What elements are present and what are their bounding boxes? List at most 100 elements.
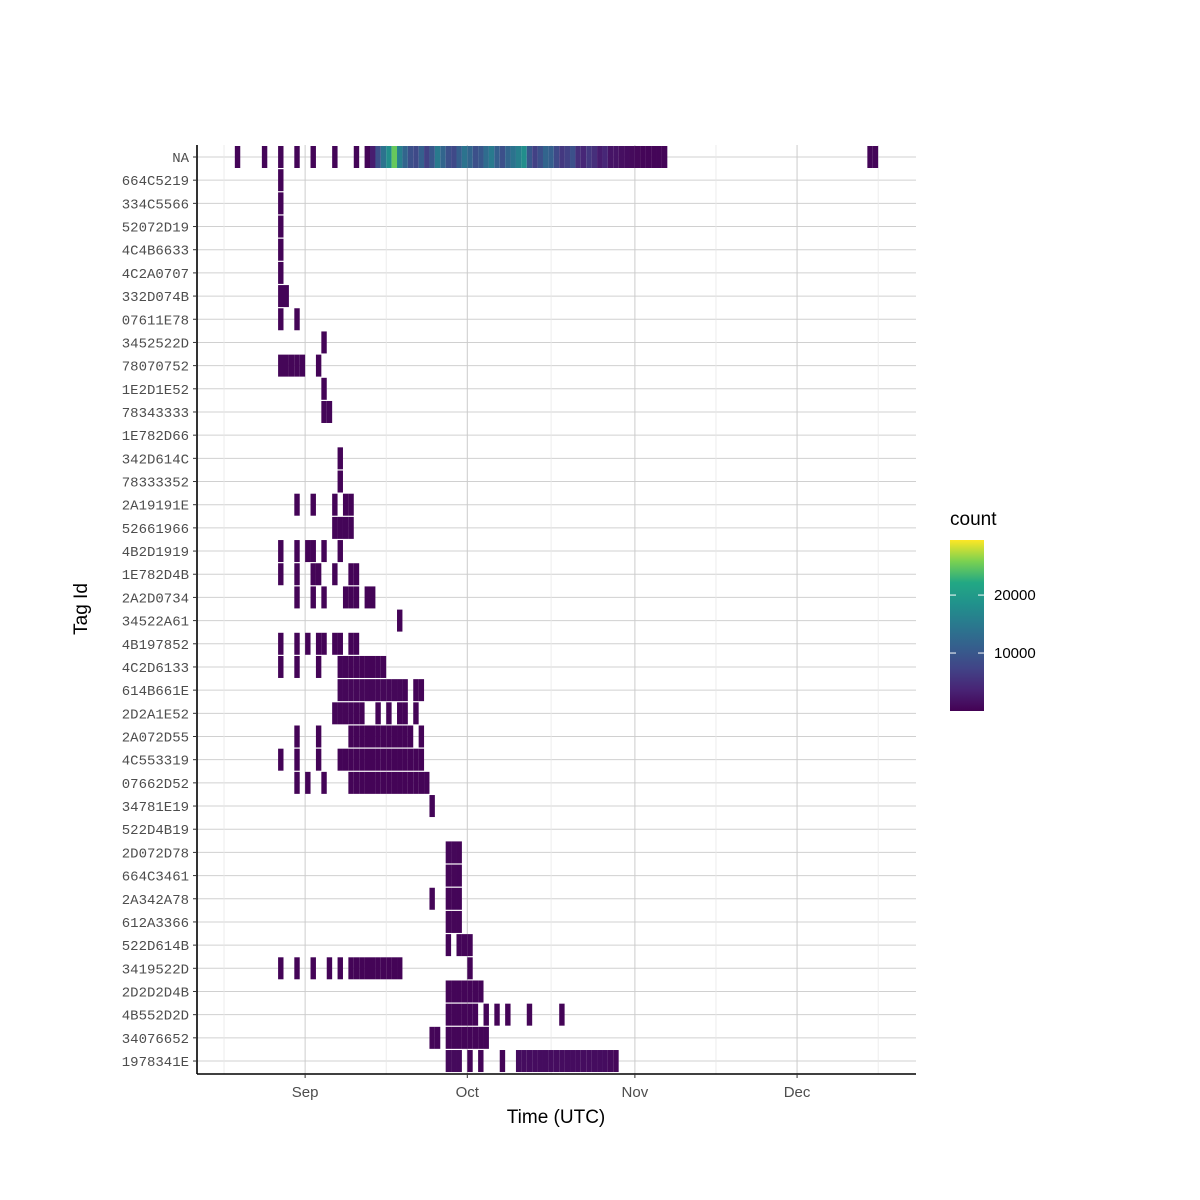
heatmap-cell <box>369 957 376 980</box>
heatmap-cell <box>499 146 506 168</box>
heatmap-cell <box>278 146 284 168</box>
y-tick-label: 78070752 <box>122 360 189 376</box>
heatmap-cell <box>645 146 652 168</box>
heatmap-cell <box>348 516 354 539</box>
heatmap-cell <box>548 146 554 168</box>
heatmap-cell <box>321 586 327 609</box>
heatmap-cell <box>391 771 398 794</box>
heatmap-cell <box>461 980 468 1003</box>
y-tick-label: 07611E78 <box>122 313 189 329</box>
heatmap-cell <box>326 957 333 980</box>
heatmap-cell <box>321 331 327 354</box>
heatmap-cell <box>348 702 354 725</box>
heatmap-cell <box>278 261 284 284</box>
y-tick-label: 3452522D <box>122 336 189 352</box>
heatmap-cell <box>364 725 370 748</box>
heatmap-cell <box>413 771 419 794</box>
y-tick-label: 664C5219 <box>122 174 189 190</box>
heatmap-cell <box>353 563 360 586</box>
heatmap-cell <box>278 285 284 308</box>
heatmap-cell <box>353 655 360 678</box>
heatmap-cell <box>607 146 614 168</box>
y-tick-label: 4B2D1919 <box>122 545 189 561</box>
heatmap-cell <box>397 679 403 702</box>
heatmap-cell <box>456 910 462 933</box>
heatmap-cell <box>337 632 343 655</box>
heatmap-cell <box>386 725 392 748</box>
heatmap-cell <box>380 679 387 702</box>
heatmap-cell <box>445 1003 452 1026</box>
heatmap-cell <box>461 1003 468 1026</box>
y-tick-label: 2D2A1E52 <box>122 707 189 723</box>
heatmap-cell <box>515 146 522 168</box>
heatmap-cell <box>472 1026 479 1049</box>
heatmap-cell <box>402 146 408 168</box>
heatmap-cell <box>413 748 419 771</box>
heatmap-cell <box>380 725 387 748</box>
heatmap-cell <box>445 910 452 933</box>
heatmap-cell <box>386 146 392 168</box>
heatmap-cell <box>526 1050 533 1073</box>
heatmap-cell <box>418 679 425 702</box>
heatmap-cell <box>332 516 338 539</box>
heatmap-cell <box>424 146 430 168</box>
heatmap-cell <box>364 146 370 168</box>
heatmap-cell <box>429 1026 435 1049</box>
heatmap-cells <box>234 146 879 1073</box>
heatmap-cell <box>483 146 489 168</box>
heatmap-cell <box>337 470 343 493</box>
heatmap-cell <box>461 934 468 957</box>
heatmap-cell <box>456 146 462 168</box>
heatmap-cell <box>521 146 527 168</box>
heatmap-cell <box>542 1050 549 1073</box>
heatmap-cell <box>321 632 327 655</box>
heatmap-cell <box>337 679 343 702</box>
heatmap-cell <box>332 493 338 516</box>
heatmap-cell <box>591 1050 598 1073</box>
heatmap-cell <box>445 841 452 864</box>
heatmap-cell <box>483 1003 489 1026</box>
x-tick-label: Sep <box>292 1084 319 1101</box>
heatmap-cell <box>380 771 387 794</box>
heatmap-cell <box>315 563 322 586</box>
heatmap-cell <box>413 679 419 702</box>
heatmap-cell <box>278 540 284 563</box>
heatmap-cell <box>261 146 268 168</box>
heatmap-cell <box>294 748 300 771</box>
heatmap-cell <box>342 516 349 539</box>
heatmap-cell <box>397 609 403 632</box>
heatmap-cell <box>451 887 457 910</box>
y-tick-label: 2A2D0734 <box>122 591 189 607</box>
heatmap-cell <box>613 1050 619 1073</box>
heatmap-cell <box>640 146 646 168</box>
y-tick-label: 1E782D4B <box>122 568 189 584</box>
heatmap-cell <box>402 771 408 794</box>
y-tick-label: NA <box>172 151 189 167</box>
heatmap-cell <box>651 146 657 168</box>
heatmap-cell <box>359 702 365 725</box>
heatmap-cell <box>467 1050 473 1073</box>
heatmap-cell <box>278 655 284 678</box>
heatmap-cell <box>353 702 360 725</box>
heatmap-cell <box>586 146 592 168</box>
heatmap-cell <box>337 957 343 980</box>
heatmap-cell <box>348 771 354 794</box>
heatmap-cell <box>294 771 300 794</box>
y-tick-label: 2D072D78 <box>122 846 189 862</box>
heatmap-cell <box>348 563 354 586</box>
heatmap-cell <box>359 748 365 771</box>
x-tick-label: Oct <box>456 1084 480 1101</box>
heatmap-cell <box>867 146 873 168</box>
heatmap-cell <box>575 1050 581 1073</box>
heatmap-cell <box>397 725 403 748</box>
legend-colorbar <box>950 540 984 711</box>
y-tick-label: 2A072D55 <box>122 731 189 747</box>
y-tick-label: 4B197852 <box>122 638 189 654</box>
heatmap-cell <box>472 146 479 168</box>
heatmap-cell <box>451 980 457 1003</box>
heatmap-cell <box>456 1003 462 1026</box>
heatmap-cell <box>294 632 300 655</box>
heatmap-cell <box>380 655 387 678</box>
heatmap-cell <box>872 146 879 168</box>
